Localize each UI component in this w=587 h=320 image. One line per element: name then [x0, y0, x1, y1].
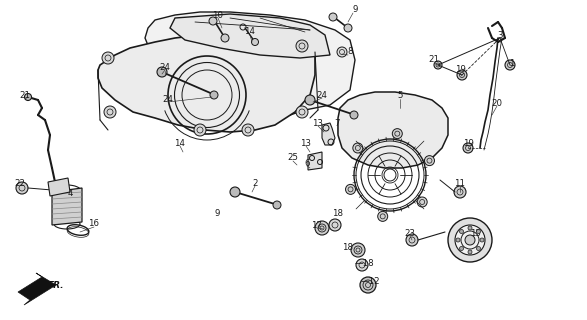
- Circle shape: [456, 238, 460, 242]
- Text: —18: —18: [354, 259, 374, 268]
- Circle shape: [460, 246, 464, 251]
- Text: 15: 15: [471, 229, 481, 238]
- Circle shape: [360, 277, 376, 293]
- Text: 9: 9: [352, 5, 357, 14]
- Text: 11: 11: [454, 179, 465, 188]
- Circle shape: [350, 111, 358, 119]
- Circle shape: [296, 40, 308, 52]
- Text: 20: 20: [491, 99, 502, 108]
- Text: 8: 8: [348, 47, 353, 57]
- Text: 24: 24: [163, 94, 174, 103]
- Text: 14: 14: [174, 139, 185, 148]
- Circle shape: [230, 187, 240, 197]
- Circle shape: [329, 219, 341, 231]
- Circle shape: [468, 250, 472, 254]
- Circle shape: [468, 226, 472, 230]
- Circle shape: [353, 143, 363, 153]
- Polygon shape: [18, 273, 56, 305]
- Circle shape: [296, 106, 308, 118]
- Polygon shape: [52, 188, 82, 225]
- Circle shape: [315, 221, 329, 235]
- Circle shape: [424, 156, 434, 166]
- Text: 22: 22: [15, 179, 25, 188]
- Circle shape: [455, 225, 485, 255]
- Circle shape: [505, 60, 515, 70]
- Text: 4: 4: [68, 188, 73, 197]
- Text: 23: 23: [404, 228, 416, 237]
- Polygon shape: [322, 123, 335, 145]
- Circle shape: [477, 229, 481, 234]
- Text: 10: 10: [212, 11, 224, 20]
- Text: 1: 1: [510, 59, 515, 68]
- Text: 9: 9: [214, 209, 220, 218]
- Text: 21: 21: [19, 92, 31, 100]
- Text: 13: 13: [312, 118, 323, 127]
- Circle shape: [104, 106, 116, 118]
- Circle shape: [242, 124, 254, 136]
- Text: 24: 24: [160, 63, 170, 73]
- Circle shape: [25, 93, 32, 100]
- Text: 2: 2: [252, 179, 258, 188]
- Circle shape: [448, 218, 492, 262]
- Circle shape: [16, 182, 28, 194]
- Circle shape: [356, 259, 368, 271]
- Polygon shape: [48, 178, 70, 196]
- Circle shape: [406, 234, 418, 246]
- Text: 18: 18: [342, 243, 353, 252]
- Circle shape: [460, 229, 464, 234]
- Text: 3: 3: [497, 30, 502, 39]
- Circle shape: [329, 13, 337, 21]
- Circle shape: [346, 184, 356, 194]
- Polygon shape: [170, 14, 330, 58]
- Circle shape: [102, 52, 114, 64]
- Circle shape: [465, 235, 475, 245]
- Text: 21: 21: [429, 55, 440, 65]
- Circle shape: [377, 212, 387, 221]
- Circle shape: [337, 47, 347, 57]
- Circle shape: [434, 61, 442, 69]
- Text: 14: 14: [245, 28, 255, 36]
- Circle shape: [457, 70, 467, 80]
- Polygon shape: [308, 152, 322, 170]
- Circle shape: [454, 186, 466, 198]
- Text: 18: 18: [332, 209, 343, 218]
- Text: 19: 19: [454, 66, 465, 75]
- Text: FR.: FR.: [48, 281, 65, 290]
- Circle shape: [194, 124, 206, 136]
- Circle shape: [477, 246, 481, 251]
- Polygon shape: [145, 12, 355, 118]
- Text: 6: 6: [304, 158, 310, 167]
- Polygon shape: [98, 32, 315, 132]
- Text: 5: 5: [397, 92, 403, 100]
- Circle shape: [480, 238, 484, 242]
- Circle shape: [157, 67, 167, 77]
- Circle shape: [210, 91, 218, 99]
- Text: 13: 13: [301, 139, 312, 148]
- Text: 16: 16: [89, 220, 100, 228]
- Circle shape: [251, 38, 258, 45]
- Text: 19: 19: [463, 139, 474, 148]
- Circle shape: [463, 143, 473, 153]
- Circle shape: [209, 17, 217, 25]
- Circle shape: [417, 197, 427, 207]
- Circle shape: [392, 129, 402, 139]
- Circle shape: [344, 24, 352, 32]
- Text: 17: 17: [312, 220, 322, 229]
- Circle shape: [305, 95, 315, 105]
- Circle shape: [351, 243, 365, 257]
- Circle shape: [221, 34, 229, 42]
- Text: —12: —12: [360, 277, 380, 286]
- Circle shape: [273, 201, 281, 209]
- Text: 24: 24: [316, 91, 328, 100]
- Text: 25: 25: [288, 154, 299, 163]
- Polygon shape: [338, 92, 448, 168]
- Text: 7: 7: [334, 118, 340, 127]
